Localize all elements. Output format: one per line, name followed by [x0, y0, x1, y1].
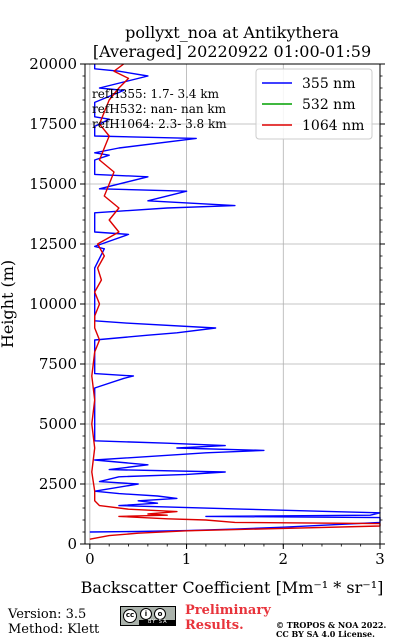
y-tick-label: 2500	[39, 475, 77, 493]
y-tick-label: 17500	[29, 115, 77, 133]
axis-ticks: 0 1 2 3 0 2500 5000 7500 10000 12500 15000 17500 200…	[29, 55, 385, 568]
copyright-line1: © TROPOS & NOA 2022.	[276, 620, 387, 630]
cc-badge-bar: BY SA	[139, 619, 176, 626]
preliminary-line1: Preliminary	[185, 603, 271, 618]
x-tick-label: 1	[182, 550, 192, 568]
preliminary-line2: Results.	[185, 618, 244, 633]
legend-label: 1064 nm	[302, 118, 364, 134]
cc-badge-text: BY SA	[148, 619, 168, 625]
series-line-1064-nm	[89, 63, 381, 540]
reference-height-annotation: refH1064: 2.3- 3.8 km	[92, 117, 227, 131]
y-tick-label: 15000	[29, 175, 77, 193]
chart-title: pollyxt_noa at Antikythera	[125, 23, 339, 42]
y-tick-label: 12500	[29, 235, 77, 253]
x-axis-label: Backscatter Coefficient [Mm⁻¹ * sr⁻¹]	[81, 578, 384, 597]
reference-height-annotation: refH355: 1.7- 3.4 km	[92, 87, 220, 101]
legend-label: 355 nm	[302, 76, 355, 92]
x-tick-label: 3	[375, 550, 385, 568]
y-tick-label: 7500	[39, 355, 77, 373]
chart-subtitle: [Averaged] 20220922 01:00-01:59	[93, 42, 371, 61]
x-tick-label: 0	[85, 550, 95, 568]
legend: 355 nm 532 nm 1064 nm	[255, 68, 373, 140]
y-axis-label: Height (m)	[0, 260, 17, 348]
cc-license-badge[interactable]: cc i o BY SA	[120, 606, 176, 626]
attribution-icon: i	[140, 608, 152, 620]
y-tick-label: 5000	[39, 415, 77, 433]
series-line-355-nm	[89, 64, 381, 533]
share-alike-icon: o	[154, 608, 166, 620]
method-text: Method: Klett	[8, 622, 100, 637]
y-tick-label: 10000	[29, 295, 77, 313]
plot-lines	[89, 63, 381, 540]
copyright-line2: CC BY SA 4.0 License.	[276, 629, 375, 639]
version-text: Version: 3.5	[8, 607, 87, 622]
y-tick-label: 20000	[29, 55, 77, 73]
creative-commons-icon: cc	[123, 609, 137, 623]
x-tick-label: 2	[279, 550, 289, 568]
reference-height-annotation: refH532: nan- nan km	[92, 102, 227, 116]
y-tick-label: 0	[67, 535, 77, 553]
legend-box	[255, 68, 373, 140]
legend-label: 532 nm	[302, 97, 355, 113]
